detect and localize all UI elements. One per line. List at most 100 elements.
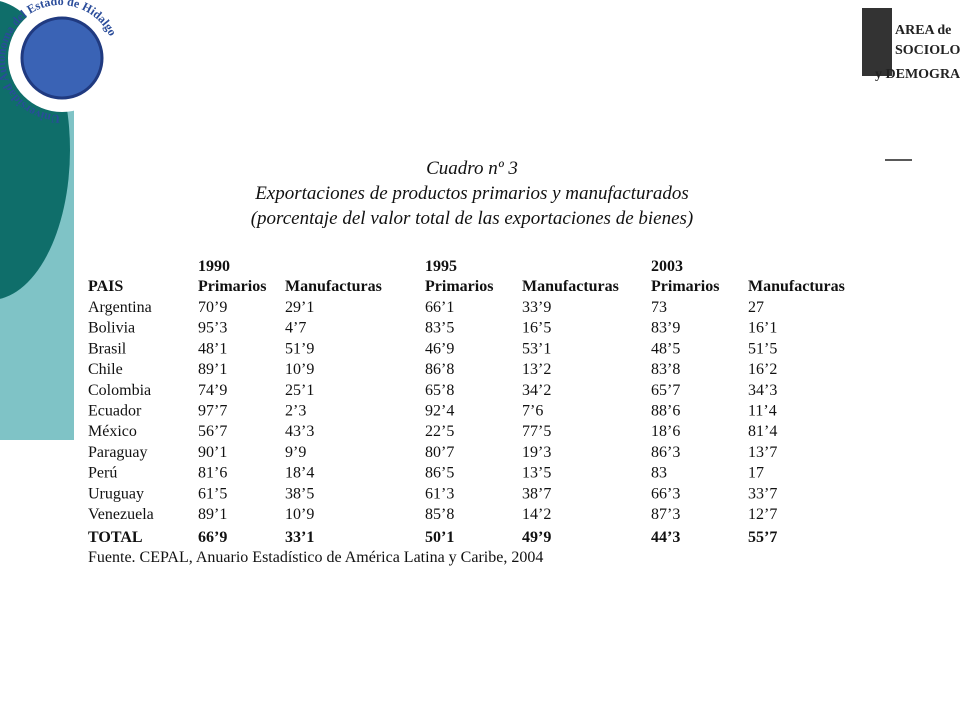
- cell: 33’9: [522, 299, 551, 316]
- source: Fuente. CEPAL, Anuario Estadístico de Am…: [88, 549, 543, 566]
- cell: 53’1: [522, 340, 551, 357]
- cell: 81’6: [198, 465, 227, 482]
- total-cell: 55’7: [748, 529, 777, 546]
- title: (porcentaje del valor total de las expor…: [251, 208, 694, 229]
- cell: 29’1: [285, 299, 314, 316]
- year-header: 1990: [198, 258, 230, 275]
- cell: 95’3: [198, 320, 227, 337]
- cell: Uruguay: [88, 485, 144, 502]
- cell: 27: [748, 299, 764, 316]
- cell: 66’1: [425, 299, 454, 316]
- seal: [20, 16, 104, 100]
- cell: 73: [651, 299, 667, 316]
- column-header: Manufacturas: [748, 278, 845, 295]
- cell: 22’5: [425, 423, 454, 440]
- cell: 89’1: [198, 506, 227, 523]
- cell: 12’7: [748, 506, 777, 523]
- total-cell: 50’1: [425, 529, 454, 546]
- cell: 13’2: [522, 361, 551, 378]
- title: Cuadro nº 3: [426, 158, 518, 179]
- cell: 17: [748, 465, 764, 482]
- cell: 51’5: [748, 340, 777, 357]
- cell: 18’4: [285, 465, 314, 482]
- year-header: 1995: [425, 258, 457, 275]
- cell: 87’3: [651, 506, 680, 523]
- cell: Bolivia: [88, 320, 135, 337]
- cell: 83’8: [651, 361, 680, 378]
- cell: 34’3: [748, 382, 777, 399]
- cell: 7’6: [522, 403, 543, 420]
- total-cell: 66’9: [198, 529, 227, 546]
- cell: 66’3: [651, 485, 680, 502]
- cell: 80’7: [425, 444, 454, 461]
- total-cell: TOTAL: [88, 529, 143, 546]
- cell: 92’4: [425, 403, 454, 420]
- cell: Argentina: [88, 299, 152, 316]
- total-cell: 44’3: [651, 529, 680, 546]
- cell: Colombia: [88, 382, 151, 399]
- cell: 13’7: [748, 444, 777, 461]
- cell: Venezuela: [88, 506, 154, 523]
- cell: 16’2: [748, 361, 777, 378]
- cell: 9’9: [285, 444, 306, 461]
- cell: 25’1: [285, 382, 314, 399]
- cell: 2’3: [285, 403, 306, 420]
- column-header: Primarios: [651, 278, 719, 295]
- cell: Perú: [88, 465, 117, 482]
- cell: 81’4: [748, 423, 777, 440]
- cell: 83: [651, 465, 667, 482]
- cell: Brasil: [88, 340, 127, 357]
- cell: Ecuador: [88, 403, 142, 420]
- cell: 43’3: [285, 423, 314, 440]
- column-header: Primarios: [198, 278, 266, 295]
- cell: 88’6: [651, 403, 680, 420]
- dept-line: AREA de: [895, 23, 951, 38]
- cell: 34’2: [522, 382, 551, 399]
- cell: 16’1: [748, 320, 777, 337]
- cell: 77’5: [522, 423, 551, 440]
- cell: 33’7: [748, 485, 777, 502]
- column-header: Manufacturas: [522, 278, 619, 295]
- cell: 14’2: [522, 506, 551, 523]
- cell: 13’5: [522, 465, 551, 482]
- title: Exportaciones de productos primarios y m…: [254, 183, 689, 204]
- cell: México: [88, 423, 137, 440]
- cell: 86’3: [651, 444, 680, 461]
- cell: 86’5: [425, 465, 454, 482]
- dept-icon: [862, 8, 892, 76]
- cell: 18’6: [651, 423, 680, 440]
- cell: Chile: [88, 361, 123, 378]
- cell: 38’7: [522, 485, 551, 502]
- cell: 70’9: [198, 299, 227, 316]
- column-header: Manufacturas: [285, 278, 382, 295]
- cell: 83’9: [651, 320, 680, 337]
- cell: 48’5: [651, 340, 680, 357]
- cell: 16’5: [522, 320, 551, 337]
- cell: 90’1: [198, 444, 227, 461]
- cell: 56’7: [198, 423, 227, 440]
- dept-line: SOCIOLOGÍA: [895, 41, 960, 58]
- cell: 19’3: [522, 444, 551, 461]
- cell: Paraguay: [88, 444, 148, 461]
- column-header: PAIS: [88, 278, 123, 295]
- cell: 65’8: [425, 382, 454, 399]
- dept-line: y DEMOGRAFÍA: [875, 65, 960, 82]
- cell: 46’9: [425, 340, 454, 357]
- cell: 97’7: [198, 403, 227, 420]
- cell: 61’5: [198, 485, 227, 502]
- cell: 4’7: [285, 320, 306, 337]
- total-cell: 33’1: [285, 529, 314, 546]
- cell: 85’8: [425, 506, 454, 523]
- cell: 10’9: [285, 361, 314, 378]
- column-header: Primarios: [425, 278, 493, 295]
- cell: 48’1: [198, 340, 227, 357]
- total-cell: 49’9: [522, 529, 551, 546]
- cell: 65’7: [651, 382, 680, 399]
- cell: 11’4: [748, 403, 777, 420]
- cell: 83’5: [425, 320, 454, 337]
- year-header: 2003: [651, 258, 683, 275]
- cell: 74’9: [198, 382, 227, 399]
- cell: 10’9: [285, 506, 314, 523]
